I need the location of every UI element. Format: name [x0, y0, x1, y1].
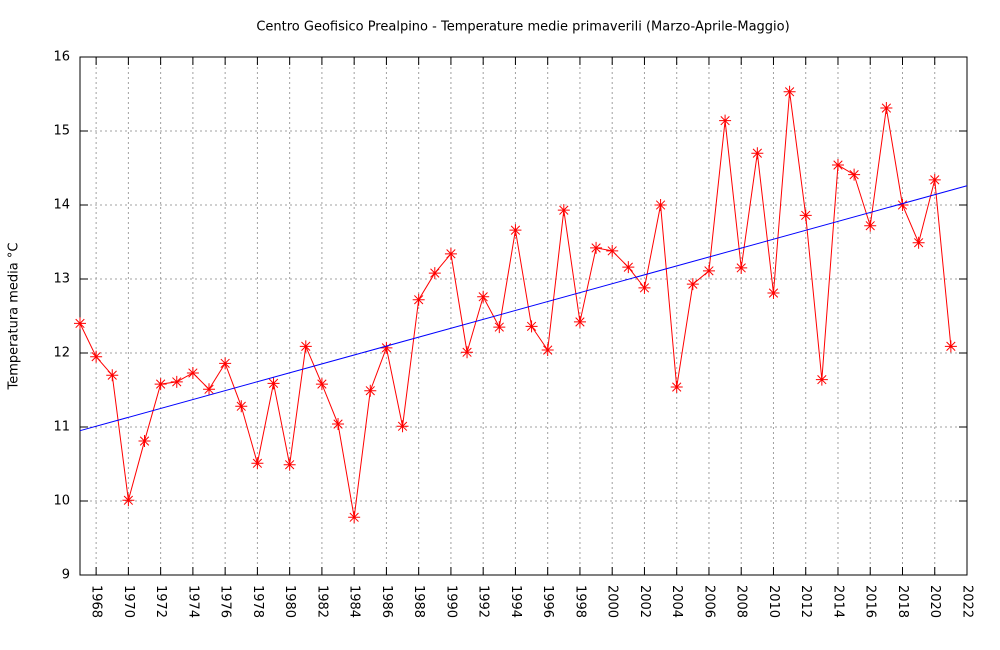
point-marker [686, 278, 699, 291]
x-tick-label: 1968 [89, 585, 104, 618]
point-marker [122, 494, 135, 507]
point-marker [219, 357, 232, 370]
x-tick-label: 2018 [895, 585, 910, 618]
point-marker [896, 199, 909, 211]
y-tick-label: 16 [53, 50, 70, 65]
plot-frame [79, 56, 968, 576]
point-marker [767, 287, 780, 300]
point-marker [203, 383, 216, 396]
point-marker [154, 378, 167, 391]
point-marker [186, 366, 199, 379]
x-tick-label: 1970 [121, 585, 136, 618]
point-marker [864, 219, 877, 232]
point-marker [670, 381, 683, 394]
point-marker [267, 377, 280, 390]
point-marker [735, 261, 748, 274]
x-tick-label: 2016 [863, 585, 878, 618]
point-marker [348, 511, 361, 524]
point-marker [719, 114, 732, 127]
point-marker [702, 264, 715, 277]
point-marker [428, 267, 441, 280]
y-tick-label: 13 [53, 272, 70, 287]
point-marker [541, 344, 554, 357]
x-tick-label: 1984 [347, 585, 362, 618]
y-tick-label: 14 [53, 198, 70, 213]
point-marker [380, 341, 393, 354]
x-tick-label: 1996 [540, 585, 555, 618]
point-marker [831, 159, 844, 172]
x-tick-label: 2022 [960, 585, 975, 618]
point-marker [364, 384, 377, 397]
point-marker [944, 340, 957, 353]
x-tick-label: 1978 [250, 585, 265, 618]
point-marker [815, 373, 828, 386]
point-marker [493, 321, 506, 334]
x-tick-label: 2002 [637, 585, 652, 618]
x-tick-label: 2000 [605, 585, 620, 618]
x-tick-label: 2008 [734, 585, 749, 618]
x-tick-label: 2006 [701, 585, 716, 618]
x-tick-label: 2004 [669, 585, 684, 618]
point-marker [654, 199, 667, 211]
point-marker [251, 457, 264, 470]
point-marker [928, 173, 941, 186]
x-tick-label: 1986 [379, 585, 394, 618]
point-marker [477, 290, 490, 303]
x-tick-label: 1974 [185, 585, 200, 618]
point-marker [638, 281, 651, 294]
point-marker [509, 224, 522, 237]
x-tick-label: 1990 [443, 585, 458, 618]
x-tick-label: 1994 [508, 585, 523, 618]
point-marker [315, 378, 328, 391]
y-tick-label: 11 [53, 420, 70, 435]
x-tick-label: 2012 [798, 585, 813, 618]
point-marker [461, 346, 474, 359]
point-marker [170, 375, 183, 388]
point-marker [848, 168, 861, 181]
x-tick-label: 1976 [218, 585, 233, 618]
point-marker [573, 315, 586, 328]
point-marker [880, 102, 893, 115]
x-tick-label: 2020 [927, 585, 942, 618]
point-marker [444, 247, 457, 260]
y-tick-label: 12 [53, 346, 70, 361]
point-marker [106, 369, 119, 382]
x-tick-label: 1988 [411, 585, 426, 618]
point-marker [138, 435, 151, 448]
point-marker [622, 261, 635, 274]
y-tick-label: 9 [62, 568, 70, 583]
point-marker [912, 236, 925, 249]
chart-title: Centro Geofisico Prealpino - Temperature… [256, 20, 789, 35]
point-marker [299, 340, 312, 353]
point-marker [799, 209, 812, 222]
point-marker [525, 320, 538, 333]
point-marker [235, 400, 248, 413]
y-axis-label: Temperatura media °C [7, 243, 22, 391]
x-tick-label: 1992 [476, 585, 491, 618]
point-marker [90, 350, 103, 363]
y-tick-label: 15 [53, 124, 70, 139]
point-marker [590, 241, 603, 254]
point-marker [396, 420, 409, 433]
x-tick-label: 1980 [282, 585, 297, 618]
series-line [79, 185, 968, 432]
point-marker [412, 293, 425, 306]
x-tick-label: 1982 [314, 585, 329, 618]
point-marker [557, 204, 570, 217]
x-tick-label: 2014 [830, 585, 845, 618]
point-marker [283, 458, 296, 471]
x-tick-label: 1998 [572, 585, 587, 618]
x-tick-label: 1972 [153, 585, 168, 618]
y-tick-label: 10 [53, 494, 70, 509]
point-marker [74, 317, 86, 330]
point-marker [751, 147, 764, 160]
point-marker [606, 244, 619, 257]
x-tick-label: 2010 [766, 585, 781, 618]
point-marker [332, 418, 345, 431]
point-marker [783, 85, 796, 98]
